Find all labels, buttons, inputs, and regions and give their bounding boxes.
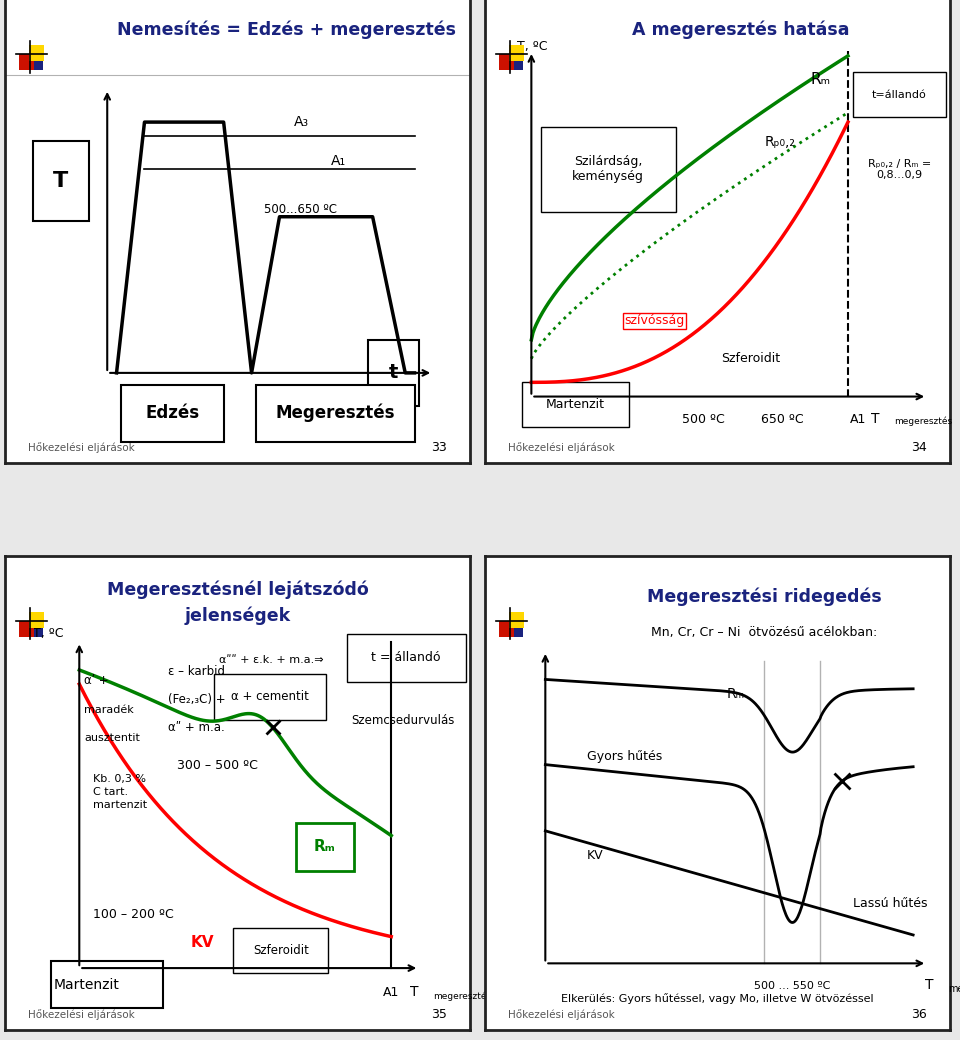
Text: Hőkezelési eljárások: Hőkezelési eljárások [508,442,614,453]
Text: 500 ºC: 500 ºC [683,413,725,425]
Text: jelenségek: jelenségek [184,606,291,625]
Text: Rₘ: Rₘ [810,72,830,87]
Bar [28,54,43,70]
FancyBboxPatch shape [852,73,946,118]
Text: A₁: A₁ [330,155,346,168]
Text: Nemesítés = Edzés + megeresztés: Nemesítés = Edzés + megeresztés [116,21,456,40]
Bar [499,54,515,70]
Text: t: t [389,363,398,383]
Text: Hőkezelési eljárások: Hőkezelési eljárások [508,1009,614,1020]
Text: 500 ... 550 ºC: 500 ... 550 ºC [754,982,830,991]
Text: Rₘ: Rₘ [314,839,336,855]
Text: Szemcsedurvulás: Szemcsedurvulás [351,714,455,727]
Bar [19,54,35,70]
Text: T: T [53,172,68,191]
Text: A1: A1 [383,987,399,999]
Text: meg: meg [948,984,960,994]
FancyBboxPatch shape [233,928,328,972]
Text: Rₚ₀,₂ / Rₘ =
0,8...0,9: Rₚ₀,₂ / Rₘ = 0,8...0,9 [868,159,931,180]
FancyBboxPatch shape [121,385,224,442]
FancyBboxPatch shape [347,633,466,682]
Text: T, ºC: T, ºC [517,40,548,53]
Text: T: T [410,986,419,999]
Bar [28,621,43,636]
Text: t = állandó: t = állandó [372,651,441,665]
Text: 33: 33 [431,441,447,454]
Bar [509,46,524,61]
Text: 36: 36 [911,1008,927,1021]
Text: Megeresztési ridegedés: Megeresztési ridegedés [647,588,881,606]
Text: szívósság: szívósság [624,314,684,328]
Text: Hőkezelési eljárások: Hőkezelési eljárások [28,442,134,453]
Text: ε – karbid: ε – karbid [168,665,225,678]
FancyBboxPatch shape [33,141,88,222]
Text: T: T [872,412,879,425]
Text: A₃: A₃ [294,115,308,129]
Text: Kb. 0,3 %
C tart.
martenzit: Kb. 0,3 % C tart. martenzit [93,774,148,810]
Text: t=állandó: t=állandó [872,89,926,100]
Text: A megeresztés hatása: A megeresztés hatása [632,21,850,40]
FancyBboxPatch shape [296,823,354,872]
Text: 500...650 ºC: 500...650 ºC [264,203,337,216]
Text: maradék: maradék [84,704,133,714]
FancyBboxPatch shape [52,961,163,1009]
Text: Szferoidit: Szferoidit [721,353,780,365]
Text: 650 ºC: 650 ºC [761,413,804,425]
Text: 34: 34 [911,441,927,454]
Text: αʺ + m.a.: αʺ + m.a. [168,722,225,734]
Text: KV: KV [588,850,604,862]
Text: ausztentit: ausztentit [84,733,140,743]
FancyBboxPatch shape [522,383,629,427]
Text: Rₘ: Rₘ [727,687,745,701]
Text: Megeresztés: Megeresztés [276,404,396,422]
Text: αʹ +: αʹ + [84,674,108,687]
Bar [508,54,523,70]
Text: αʺʺ + ε.k. + m.a.⇒: αʺʺ + ε.k. + m.a.⇒ [219,655,324,665]
FancyBboxPatch shape [256,385,415,442]
FancyBboxPatch shape [540,127,676,212]
Text: T: T [924,979,933,992]
Bar [29,46,44,61]
Text: Gyors hűtés: Gyors hűtés [588,750,662,763]
FancyBboxPatch shape [368,340,420,406]
Text: Megeresztésnél lejátszódó: Megeresztésnél lejátszódó [107,580,369,599]
Text: megeresztés: megeresztés [433,991,492,1000]
Bar [509,613,524,628]
Text: Rₚ₀,₂: Rₚ₀,₂ [764,135,795,149]
Text: α + cementit: α + cementit [231,691,309,703]
Text: Szferoidit: Szferoidit [253,943,309,957]
Bar [508,621,523,636]
Text: Elkerülés: Gyors hűtéssel, vagy Mo, illetve W ötvözéssel: Elkerülés: Gyors hűtéssel, vagy Mo, ille… [562,993,874,1005]
Text: Martenzit: Martenzit [546,398,605,412]
Bar [499,621,515,636]
Text: 100 – 200 ºC: 100 – 200 ºC [93,908,174,921]
Text: 300 – 500 ºC: 300 – 500 ºC [177,759,258,773]
Text: (Fe₂,₃C) +: (Fe₂,₃C) + [168,693,226,706]
Bar [29,613,44,628]
Text: KV: KV [191,935,214,950]
Text: Lassú hűtés: Lassú hűtés [852,896,927,910]
Text: Mn, Cr, Cr – Ni  ötvözésű acélokban:: Mn, Cr, Cr – Ni ötvözésű acélokban: [651,626,877,639]
Text: T, ºC: T, ºC [33,627,63,640]
Text: A1: A1 [851,413,867,425]
Text: Hőkezelési eljárások: Hőkezelési eljárások [28,1009,134,1020]
Text: Martenzit: Martenzit [54,978,119,992]
FancyBboxPatch shape [214,674,326,720]
Bar [19,621,35,636]
Text: megeresztés: megeresztés [895,416,952,426]
Text: Edzés: Edzés [145,405,200,422]
Text: Szilárdság,
keménység: Szilárdság, keménység [572,155,644,183]
Text: 35: 35 [431,1008,447,1021]
